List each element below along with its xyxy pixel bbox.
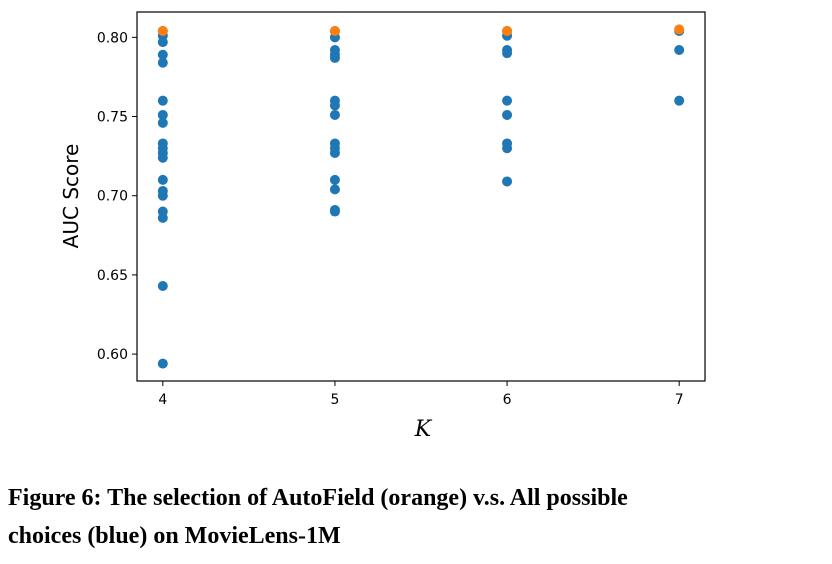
point bbox=[502, 176, 513, 187]
point bbox=[157, 280, 168, 291]
point bbox=[157, 37, 168, 48]
point bbox=[157, 95, 168, 106]
caption-line: choices (blue) on MovieLens-1M bbox=[8, 523, 341, 549]
point bbox=[674, 24, 685, 35]
point bbox=[329, 147, 340, 158]
x-tick-label: 4 bbox=[158, 392, 167, 408]
x-tick-label: 5 bbox=[330, 392, 339, 408]
point bbox=[329, 109, 340, 120]
x-axis-label: K bbox=[414, 417, 433, 442]
point bbox=[329, 206, 340, 217]
point bbox=[674, 95, 685, 106]
y-tick-label: 0.65 bbox=[97, 268, 128, 284]
point bbox=[502, 109, 513, 120]
point bbox=[329, 184, 340, 195]
point bbox=[157, 358, 168, 369]
x-tick-label: 7 bbox=[675, 392, 684, 408]
y-tick-label: 0.80 bbox=[97, 30, 128, 46]
point bbox=[157, 117, 168, 128]
y-tick-label: 0.60 bbox=[97, 347, 128, 363]
point bbox=[157, 26, 168, 37]
point bbox=[329, 100, 340, 111]
point bbox=[329, 52, 340, 63]
point bbox=[157, 152, 168, 163]
point bbox=[329, 174, 340, 185]
point bbox=[157, 57, 168, 68]
point bbox=[157, 49, 168, 60]
y-tick-label: 0.70 bbox=[97, 189, 128, 205]
point bbox=[157, 174, 168, 185]
point bbox=[502, 143, 513, 154]
y-tick-label: 0.75 bbox=[97, 110, 128, 126]
point bbox=[502, 95, 513, 106]
point bbox=[502, 26, 513, 37]
caption-line: Figure 6: The selection of AutoField (or… bbox=[8, 485, 628, 511]
x-tick-label: 6 bbox=[503, 392, 512, 408]
y-axis-label: AUC Score bbox=[59, 144, 83, 249]
point bbox=[329, 26, 340, 37]
plot-frame bbox=[136, 11, 706, 382]
point bbox=[157, 109, 168, 120]
point bbox=[674, 45, 685, 56]
point bbox=[502, 48, 513, 59]
point bbox=[157, 190, 168, 201]
point bbox=[157, 212, 168, 223]
